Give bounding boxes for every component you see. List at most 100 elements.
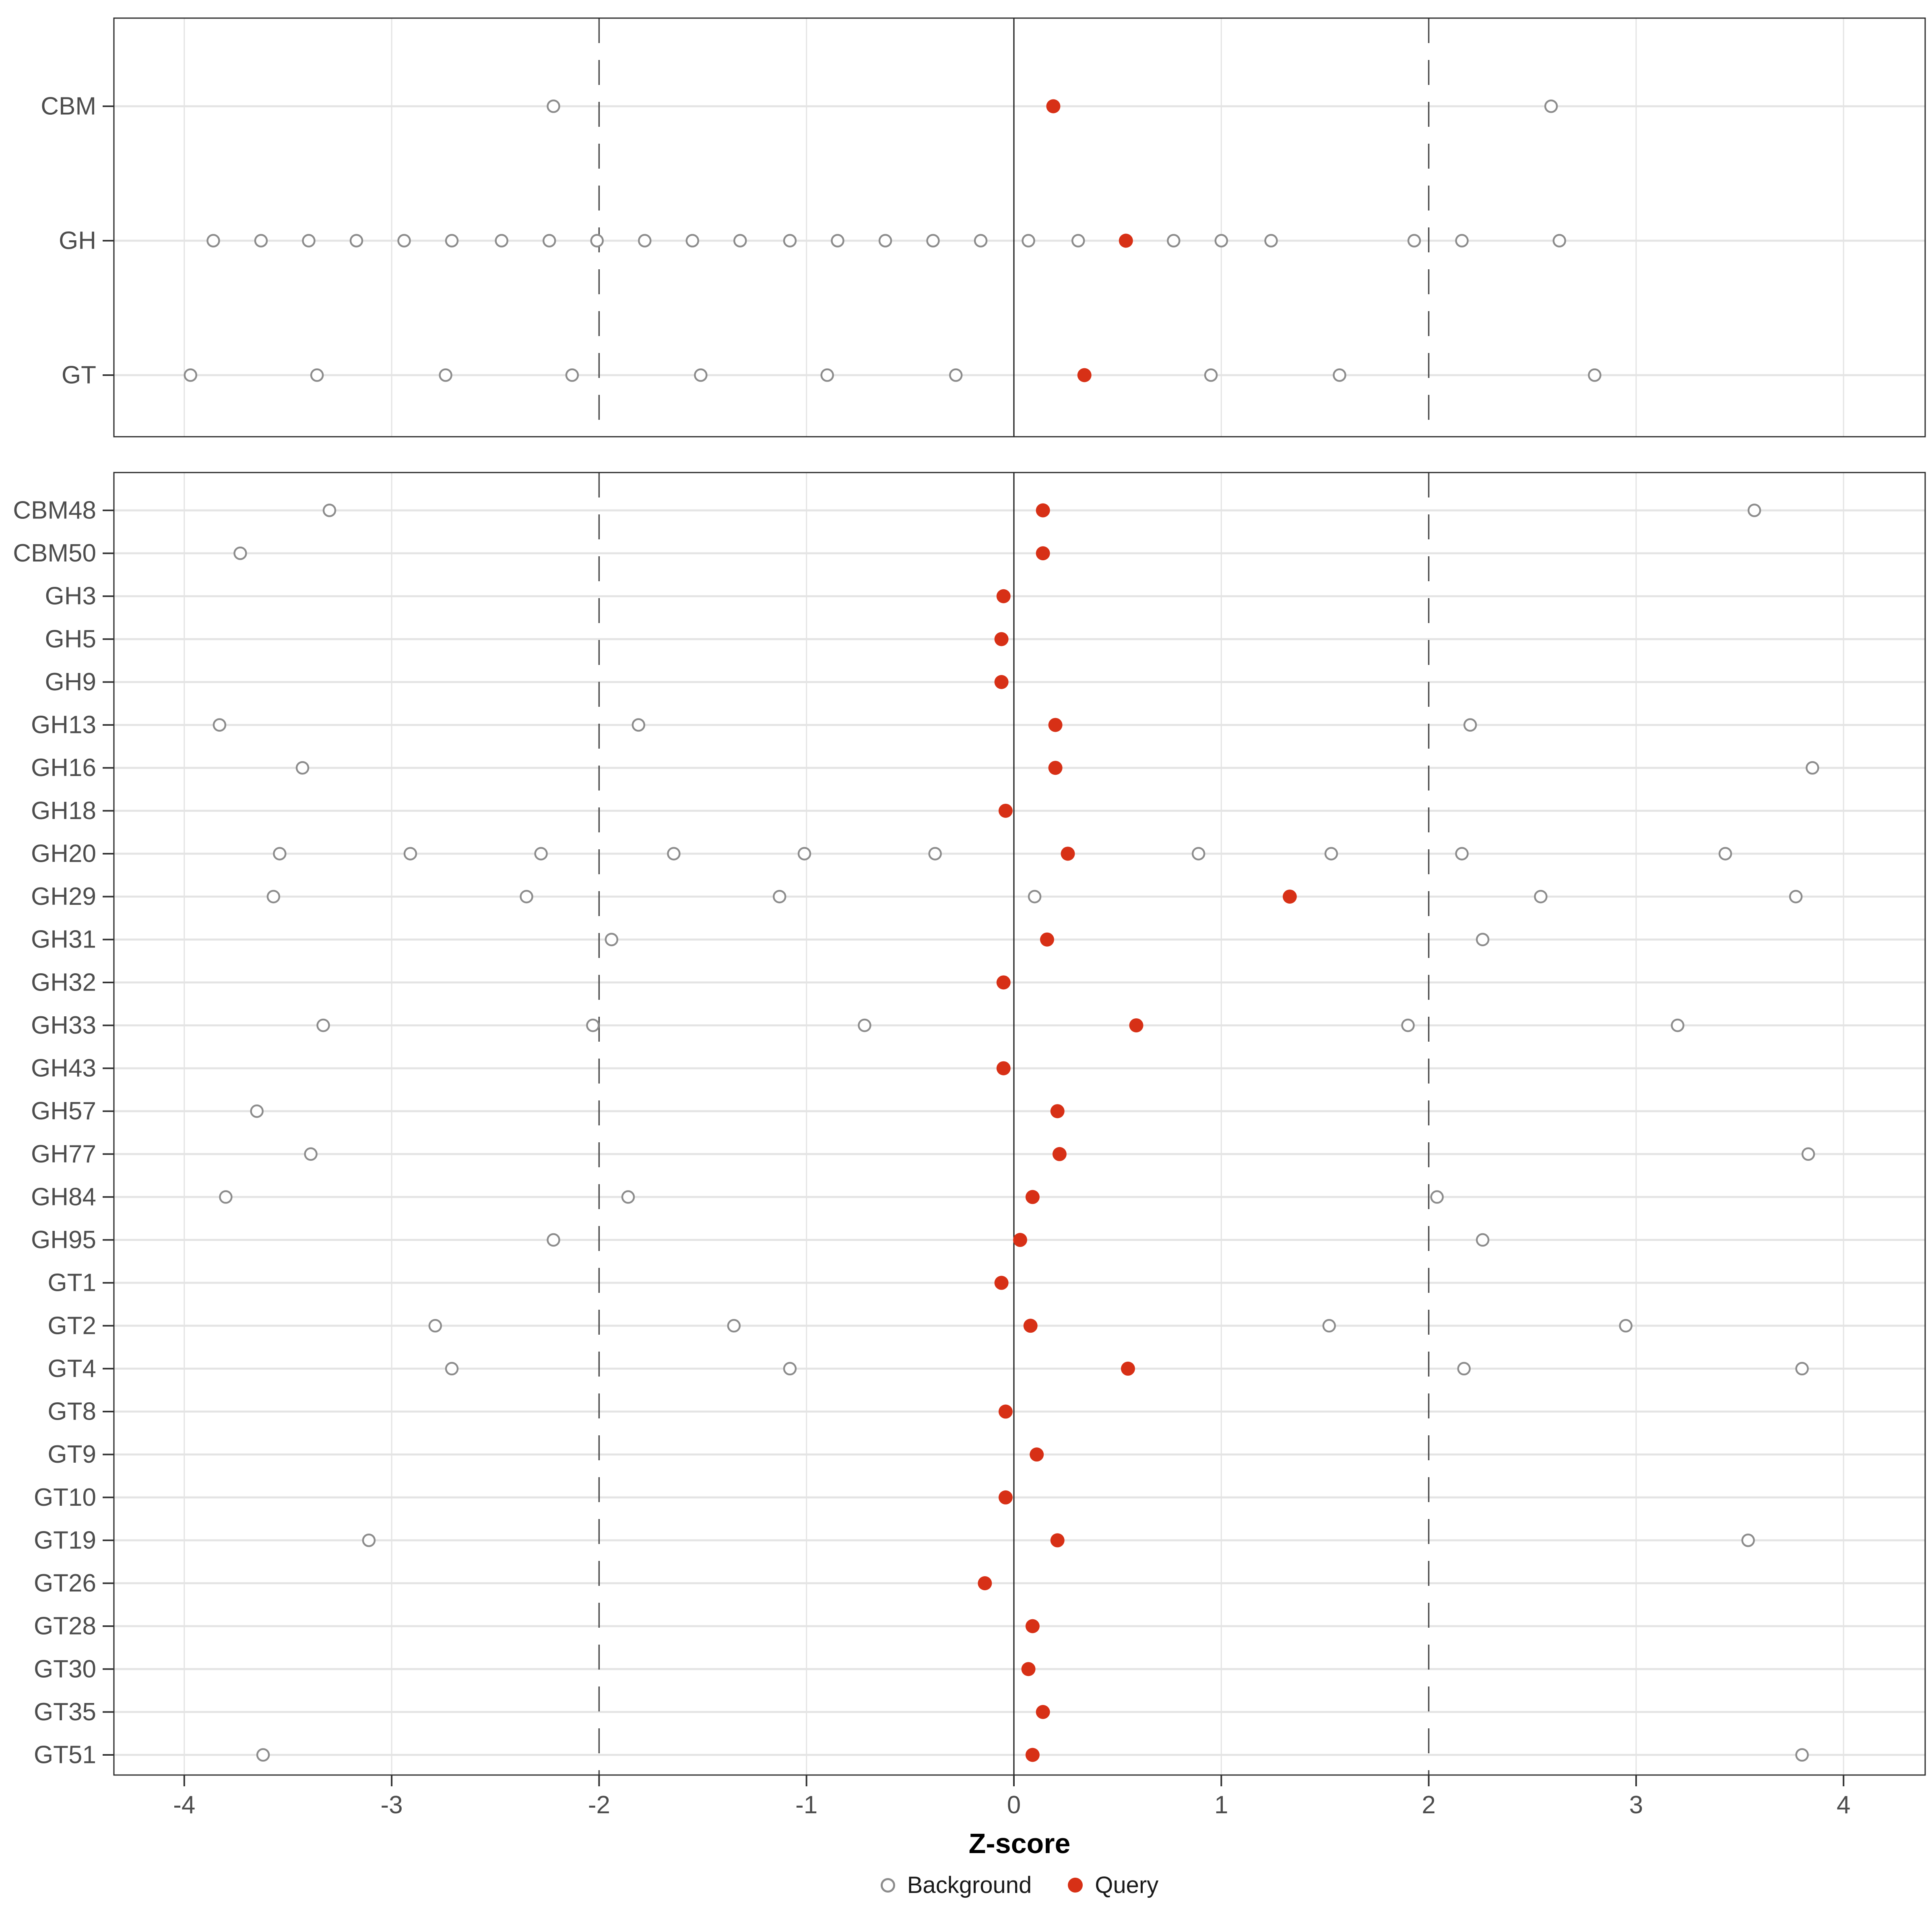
y-axis-label: GT26 (34, 1569, 96, 1597)
background-point (219, 1190, 233, 1204)
query-point (1030, 1447, 1044, 1462)
background-point (1671, 1018, 1684, 1032)
background-point (1167, 234, 1181, 248)
y-axis-label: GH31 (31, 926, 96, 954)
background-point (1455, 234, 1469, 248)
x-tick-label: -1 (795, 1791, 817, 1819)
background-point (1795, 1362, 1809, 1376)
background-point (949, 368, 963, 382)
query-point (1025, 1190, 1040, 1204)
background-point (1718, 847, 1732, 861)
background-point (1747, 504, 1761, 517)
query-point (1048, 718, 1063, 732)
background-point (542, 234, 556, 248)
query-point (1050, 1104, 1065, 1119)
y-axis-label: GT (62, 361, 96, 389)
background-point (213, 718, 227, 732)
background-point (1455, 847, 1469, 861)
y-axis-label: GT51 (34, 1741, 96, 1769)
background-point (250, 1104, 264, 1118)
background-point (685, 234, 700, 248)
query-point (994, 1276, 1009, 1290)
y-axis-label: CBM (41, 93, 96, 120)
query-point (1036, 546, 1050, 561)
query-point (1048, 761, 1063, 775)
background-point (565, 368, 579, 382)
x-tick-label: 2 (1422, 1791, 1435, 1819)
query-point (1129, 1018, 1144, 1032)
x-tick-label: 0 (1007, 1791, 1021, 1819)
background-point (772, 890, 786, 904)
y-axis-label: GH13 (31, 711, 96, 739)
background-point (1795, 1748, 1809, 1762)
background-point (233, 546, 247, 560)
background-point (1333, 368, 1346, 382)
background-point (1264, 234, 1278, 248)
y-axis-label: GH16 (31, 754, 96, 782)
y-axis-label: GH95 (31, 1226, 96, 1254)
query-point (1077, 368, 1092, 382)
y-axis-label: CBM50 (13, 539, 96, 567)
background-point (1801, 1147, 1815, 1161)
legend-item-background: Background (880, 1872, 1032, 1899)
y-axis-label: GH20 (31, 840, 96, 867)
background-point (974, 234, 988, 248)
query-point (1036, 503, 1050, 518)
query-point (1046, 99, 1061, 114)
background-point (439, 368, 452, 382)
query-point (1025, 1619, 1040, 1633)
background-point (302, 234, 316, 248)
background-point (295, 761, 310, 775)
query-point (998, 1404, 1013, 1419)
panel-border (113, 17, 1926, 438)
query-filled-circle-icon (1068, 1878, 1083, 1893)
y-axis-label: GH5 (45, 625, 96, 653)
background-point (1407, 234, 1421, 248)
y-axis-label: GH18 (31, 797, 96, 825)
background-point (1463, 718, 1477, 732)
y-axis-label: GH77 (31, 1140, 96, 1168)
y-axis-label: GH43 (31, 1055, 96, 1082)
legend: Background Query (114, 1872, 1925, 1899)
background-point (797, 847, 811, 861)
y-axis-label: GT30 (34, 1655, 96, 1683)
background-point (1204, 368, 1218, 382)
background-point (397, 234, 411, 248)
background-point (310, 368, 324, 382)
background-point (632, 718, 646, 732)
background-point (1544, 99, 1558, 113)
background-point (256, 1748, 270, 1762)
y-axis-label: GH33 (31, 1011, 96, 1039)
legend-item-query: Query (1068, 1872, 1158, 1899)
y-axis-label: GT28 (34, 1612, 96, 1640)
background-open-circle-icon (880, 1878, 895, 1893)
query-point (998, 1490, 1013, 1505)
x-tick-label: 1 (1214, 1791, 1228, 1819)
background-point (445, 234, 459, 248)
background-point (547, 99, 560, 113)
background-point (206, 234, 220, 248)
query-point (1061, 846, 1075, 861)
query-point (1025, 1748, 1040, 1762)
background-point (184, 368, 198, 382)
query-point (1036, 1705, 1050, 1719)
background-point (783, 234, 797, 248)
background-point (520, 890, 533, 904)
y-axis-label: GH3 (45, 582, 96, 610)
background-point (1191, 847, 1205, 861)
y-axis-label: GT10 (34, 1484, 96, 1511)
y-axis-label: GT8 (47, 1398, 96, 1426)
background-point (667, 847, 681, 861)
background-point (266, 890, 281, 904)
x-tick-label: 3 (1629, 1791, 1643, 1819)
background-point (783, 1362, 797, 1376)
background-point (428, 1319, 442, 1333)
background-point (1457, 1362, 1471, 1376)
background-point (1324, 847, 1338, 861)
y-axis-label: GT4 (47, 1355, 96, 1383)
background-point (403, 847, 417, 861)
y-axis-label: GT19 (34, 1526, 96, 1554)
background-point (1322, 1319, 1336, 1333)
background-point (1534, 890, 1548, 904)
